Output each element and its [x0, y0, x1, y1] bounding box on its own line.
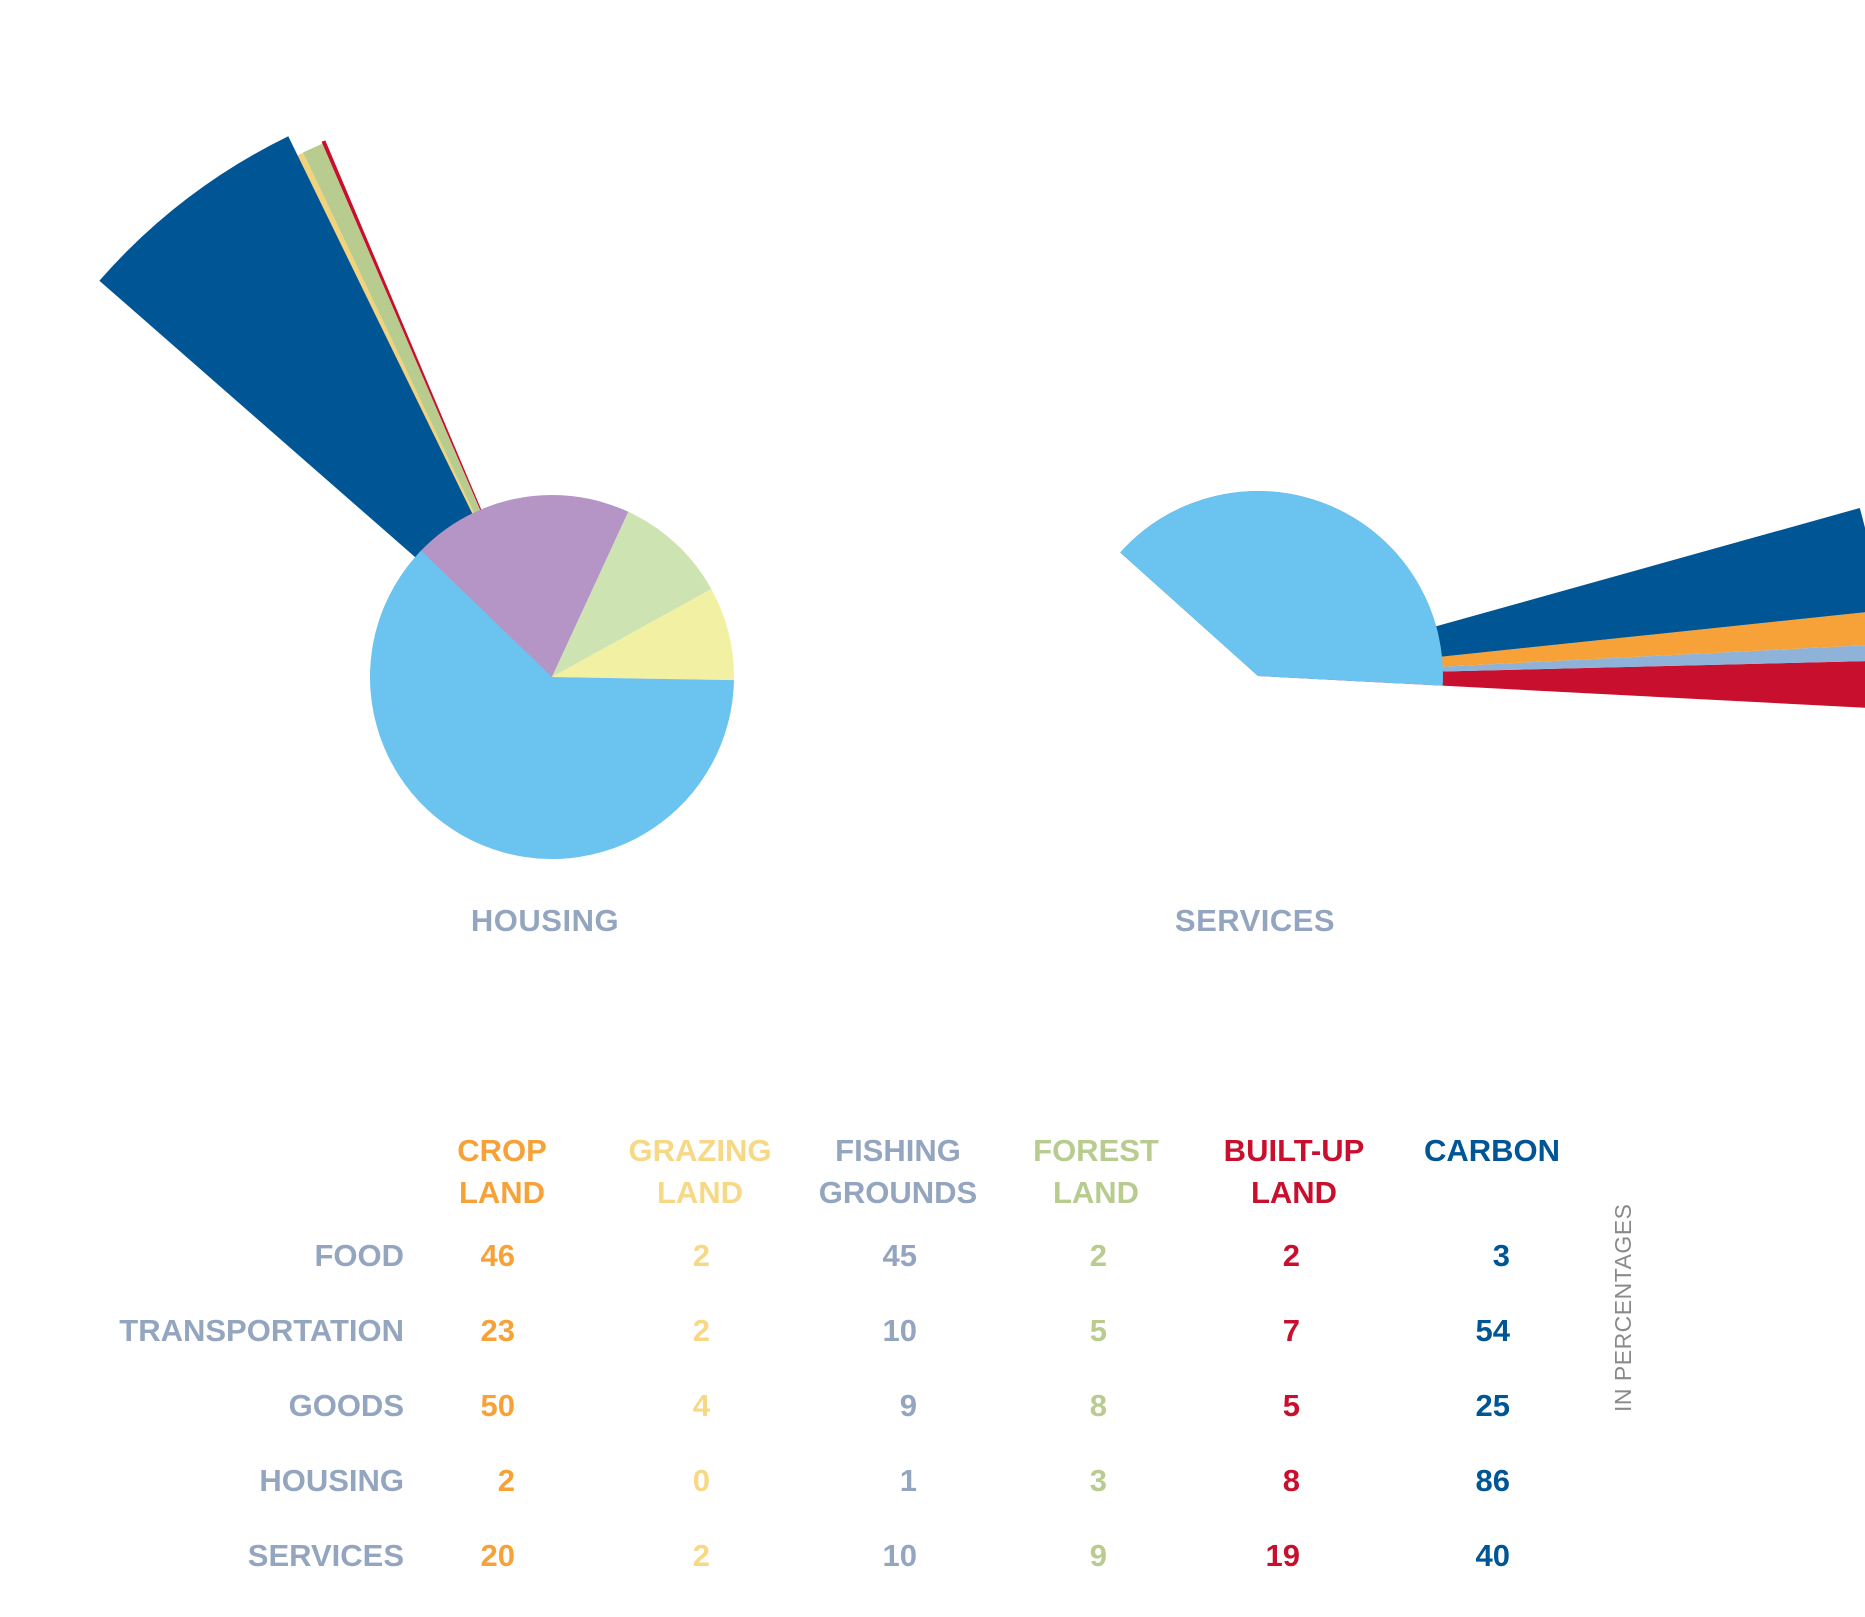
- pie-slice-light-blue: [1120, 490, 1444, 686]
- pie-label-services: SERVICES: [1174, 903, 1336, 938]
- pie-slice-light-green: [552, 511, 712, 677]
- pie-slice-light-yellow: [552, 589, 734, 681]
- units-label: IN PERCENTAGES: [1610, 1203, 1636, 1413]
- pie-label-housing: HOUSING: [470, 903, 620, 938]
- pie-housing: [99, 136, 734, 859]
- pie-slice-light-blue: [369, 550, 734, 859]
- pie-slice-purple: [415, 494, 629, 677]
- pie-services: [1120, 490, 1865, 708]
